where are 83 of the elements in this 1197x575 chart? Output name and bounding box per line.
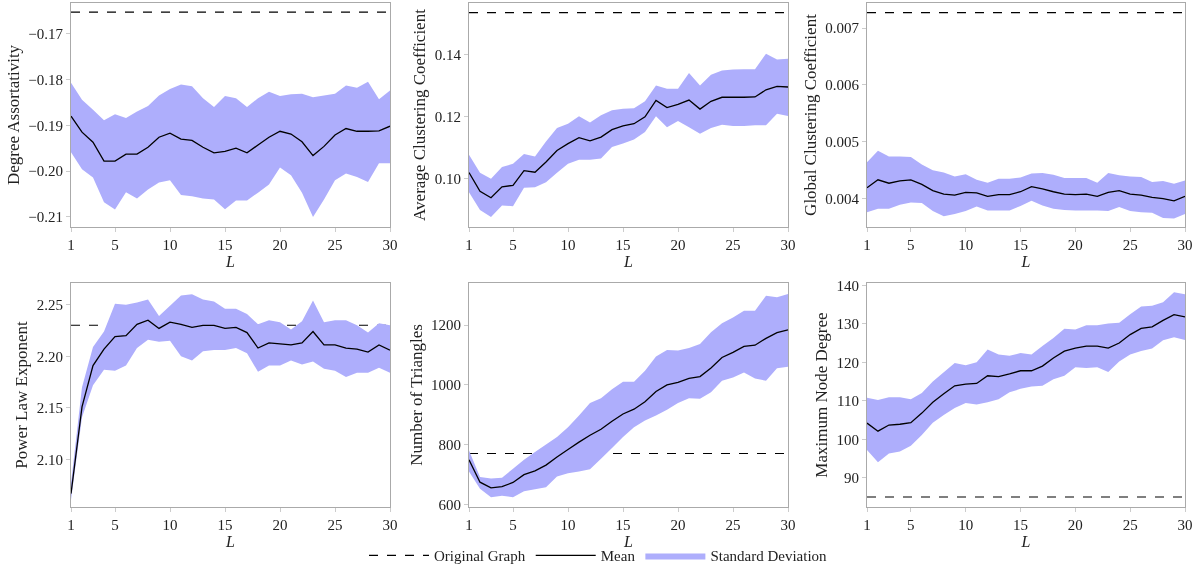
x-tick-label: 10 [162,237,178,253]
y-tick-label: 100 [836,431,859,448]
x-axis-title: L [623,253,634,270]
y-tick-label: 2.20 [36,348,63,365]
x-tick-label: 10 [958,237,974,253]
text: Standard Deviation [710,548,828,565]
y-tick-label: 600 [438,496,461,513]
x-tick-label: 30 [1177,237,1193,253]
y-axis-title: Global Clustering Coefficient [800,13,820,216]
y-tick-label: 2.15 [36,400,63,417]
x-tick-label: 20 [1067,517,1083,533]
x-tick-label: 30 [780,517,796,533]
y-axis-title: Degree Assortativity [3,44,23,186]
x-tick-label: 25 [725,237,741,253]
x-axis-title: L [225,253,236,270]
x-axis-title: L [1020,533,1031,550]
x-tick-label: 20 [1067,237,1083,253]
legend-label: Mean [600,548,636,565]
x-axis-title: L [623,533,634,550]
y-axis-title: Maximum Node Degree [812,312,832,478]
y-tick-label: 2.10 [36,451,63,468]
y-tick-label: −0.17 [28,25,64,42]
x-tick-label: 25 [1122,517,1138,533]
y-tick-label: 110 [837,393,859,410]
x-tick-label: 20 [670,237,686,253]
x-tick-label: 1 [465,237,473,253]
x-axis-title: L [225,533,236,550]
x-tick-label: 20 [272,237,288,253]
x-tick-label: 15 [217,237,233,253]
x-tick-label: 5 [509,517,517,533]
y-tick-label: 1000 [431,377,461,394]
x-tick-label: 20 [670,517,686,533]
y-tick-label: 0.007 [825,20,860,37]
x-tick-label: 15 [615,237,631,253]
x-tick-label: 5 [907,237,915,253]
x-tick-label: 30 [780,237,796,253]
y-axis-title: Power Law Exponent [12,321,32,469]
y-tick-label: 0.14 [434,46,462,63]
y-tick-label: 2.25 [36,296,63,313]
x-tick-label: 10 [560,517,576,533]
y-tick-label: −0.20 [28,163,63,180]
y-tick-label: 140 [836,277,859,294]
y-tick-label: 800 [438,437,461,454]
x-tick-label: 25 [1122,237,1138,253]
y-tick-label: 0.005 [825,133,859,150]
x-tick-label: 15 [217,517,233,533]
x-tick-label: 10 [958,517,974,533]
y-axis-title: Number of Triangles [406,324,426,466]
legend-label: Original Graph [434,548,526,565]
x-tick-label: 15 [615,517,631,533]
x-tick-label: 10 [560,237,576,253]
x-tick-label: 15 [1013,517,1029,533]
x-tick-label: 1 [67,237,75,253]
y-tick-label: 1200 [431,317,461,334]
y-tick-label: 0.006 [825,77,860,94]
x-tick-label: 1 [863,237,871,253]
y-tick-label: 120 [836,354,859,371]
x-tick-label: 15 [1013,237,1029,253]
y-tick-label: 0.12 [434,108,461,125]
x-tick-label: 25 [725,517,741,533]
x-tick-label: 1 [465,517,473,533]
y-tick-label: −0.21 [28,209,63,226]
x-tick-label: 20 [272,517,288,533]
x-tick-label: 25 [327,517,343,533]
x-tick-label: 5 [907,517,915,533]
x-tick-label: 30 [382,517,398,533]
y-tick-label: 90 [844,470,859,486]
y-tick-label: −0.19 [28,117,63,134]
x-tick-label: 25 [327,237,343,253]
x-axis-title: L [1020,253,1031,270]
y-tick-label: 130 [836,316,859,333]
x-tick-label: 5 [111,237,119,253]
x-tick-label: 1 [67,517,75,533]
y-tick-label: 0.10 [434,171,461,188]
y-axis-title: Average Clustering Coefficient [410,8,430,221]
x-tick-label: 30 [1177,517,1193,533]
x-tick-label: 10 [162,517,178,533]
x-tick-label: 30 [382,237,398,253]
x-tick-label: 5 [111,517,119,533]
y-tick-label: 0.004 [825,190,860,207]
y-tick-label: −0.18 [28,71,63,88]
x-tick-label: 1 [863,517,871,533]
x-tick-label: 5 [509,237,517,253]
